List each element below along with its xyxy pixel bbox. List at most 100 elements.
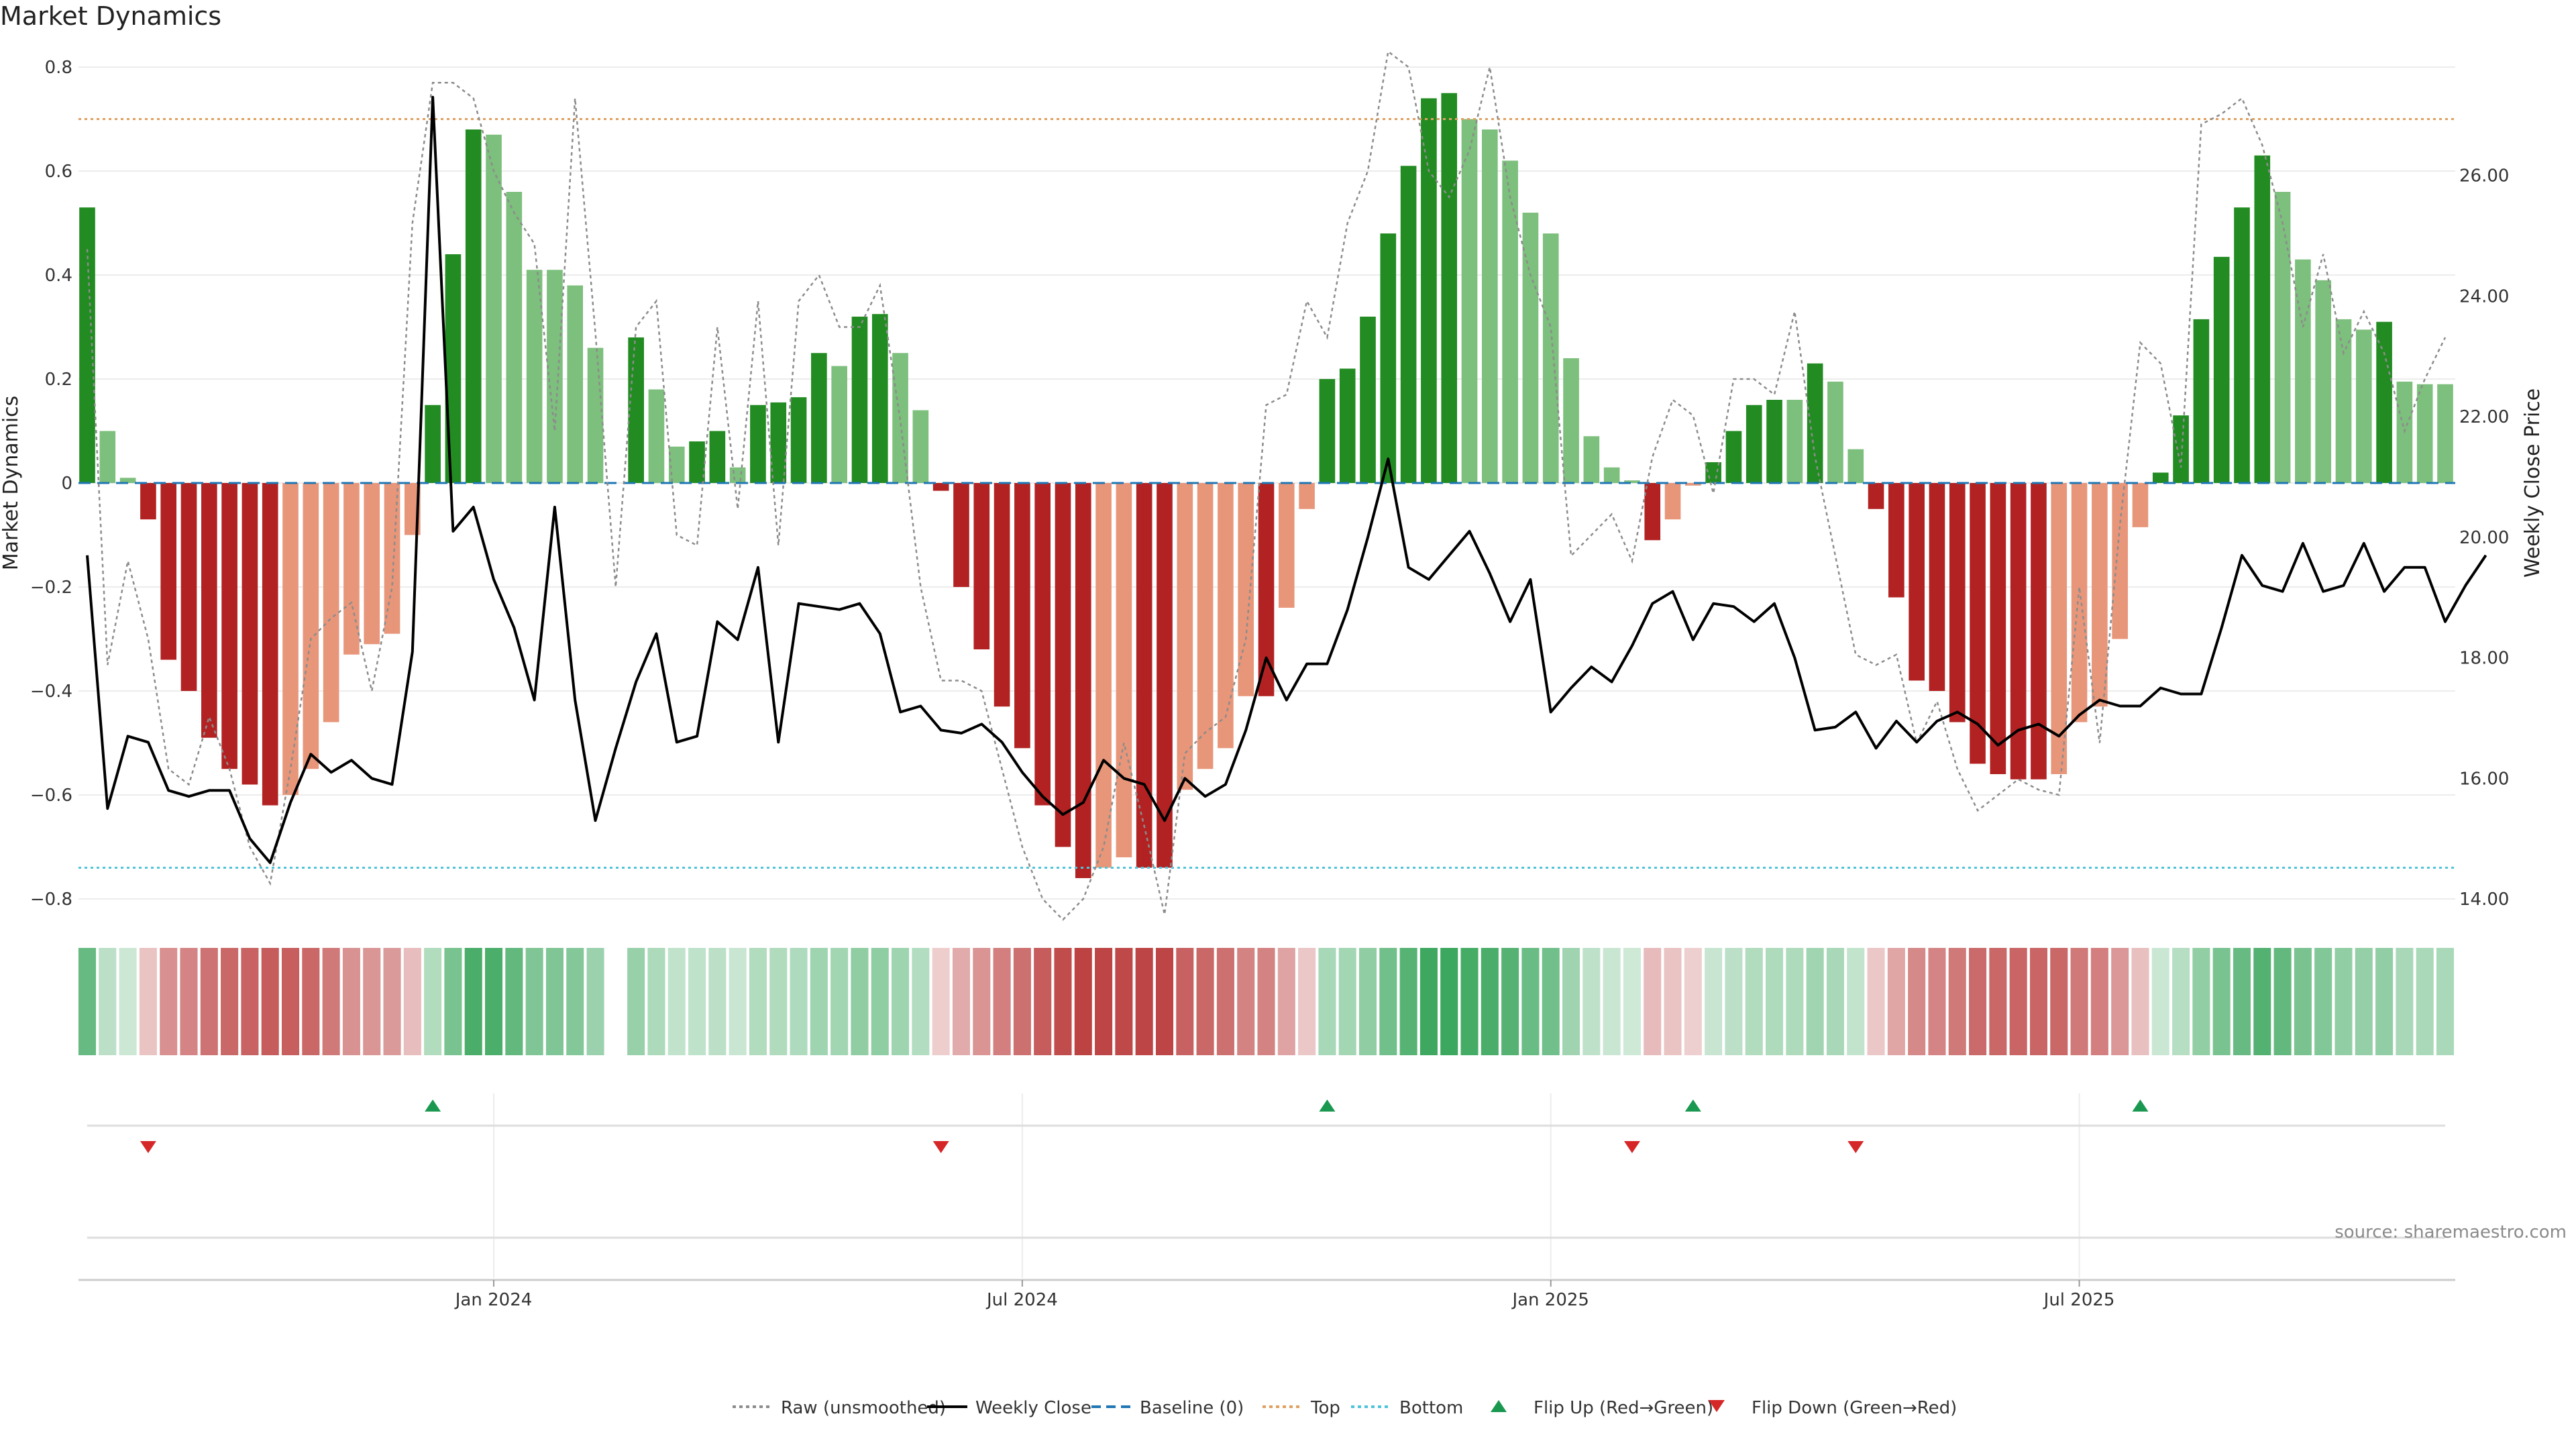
heat-strip-cell: [1684, 948, 1702, 1055]
heat-strip-cell: [180, 948, 198, 1055]
dynamics-bar: [1786, 400, 1803, 483]
heat-strip-cell: [810, 948, 828, 1055]
heat-strip-cell: [1013, 948, 1031, 1055]
heat-strip-cell: [464, 948, 482, 1055]
dynamics-bar: [547, 270, 563, 483]
dynamics-bar: [1400, 166, 1417, 483]
dynamics-bar: [1319, 379, 1336, 483]
legend-label: Weekly Close: [975, 1398, 1091, 1418]
heat-strip-cell: [1257, 948, 1275, 1055]
heat-strip-cell: [1542, 948, 1560, 1055]
dynamics-bar: [1807, 363, 1823, 483]
dynamics-bar: [2416, 384, 2433, 483]
dynamics-bar: [323, 483, 339, 722]
dynamics-bar: [1441, 93, 1458, 483]
heat-strip-cell: [993, 948, 1011, 1055]
dynamics-bar: [2437, 384, 2453, 483]
heat-strip-cell: [566, 948, 584, 1055]
legend-label: Flip Down (Green→Red): [1752, 1398, 1957, 1418]
heat-strip-cell: [1440, 948, 1458, 1055]
dynamics-bar: [79, 207, 95, 483]
flip-up-marker: [1684, 1099, 1701, 1112]
heat-strip-cell: [1928, 948, 1946, 1055]
heat-strip-cell: [1074, 948, 1092, 1055]
dynamics-bar: [1482, 129, 1498, 483]
dynamics-bar: [689, 441, 705, 483]
heat-strip-cell: [1155, 948, 1174, 1055]
dynamics-bar: [343, 483, 360, 655]
dynamics-bar: [2031, 483, 2047, 780]
dynamics-bar: [1095, 483, 1112, 868]
dynamics-bar: [1929, 483, 1945, 691]
heat-strip-cell: [2396, 948, 2414, 1055]
heat-strip-cell: [525, 948, 543, 1055]
dynamics-bar: [425, 405, 441, 483]
dynamics-bar: [1583, 436, 1600, 483]
dynamics-bar: [1116, 483, 1132, 857]
y-tick-left-label: 0.8: [45, 58, 72, 78]
heat-strip-cell: [2009, 948, 2027, 1055]
heat-strip-cell: [729, 948, 747, 1055]
dynamics-bar: [445, 254, 462, 483]
dynamics-bar: [465, 129, 482, 483]
heat-strip-cell: [281, 948, 300, 1055]
dynamics-bar: [2355, 329, 2372, 483]
heat-strip-cell: [2172, 948, 2190, 1055]
heat-strip-cell: [749, 948, 767, 1055]
legend-swatch-flip-up: [1491, 1400, 1507, 1412]
dynamics-bar: [567, 285, 584, 483]
y-tick-right-label: 26.00: [2459, 166, 2509, 186]
heat-strip-cell: [1277, 948, 1295, 1055]
dynamics-bar: [770, 402, 787, 483]
heat-strip-cell: [1338, 948, 1356, 1055]
heat-strip-cell: [1664, 948, 1682, 1055]
dynamics-bar: [729, 467, 746, 483]
heat-strip-cell: [78, 948, 97, 1055]
heat-strip-cell: [119, 948, 137, 1055]
flip-up-marker: [425, 1099, 441, 1112]
legend-swatch-flip-down: [1709, 1400, 1725, 1412]
heat-strip-cell: [2131, 948, 2149, 1055]
heat-strip-cell: [221, 948, 239, 1055]
dynamics-bar: [1218, 483, 1234, 749]
heat-strip-cell: [790, 948, 808, 1055]
heat-strip-cell: [1358, 948, 1377, 1055]
dynamics-bar: [831, 366, 847, 483]
dynamics-bar: [262, 483, 278, 806]
heat-strip-cell: [769, 948, 788, 1055]
heat-strip-cell: [1948, 948, 1966, 1055]
heat-strip-cell: [1766, 948, 1784, 1055]
y-tick-left-label: 0: [61, 474, 72, 494]
heat-strip-cell: [1054, 948, 1072, 1055]
dynamics-bar: [1461, 119, 1478, 483]
heat-strip-cell: [1481, 948, 1499, 1055]
y-tick-right-label: 24.00: [2459, 286, 2509, 307]
heat-strip-cell: [2253, 948, 2271, 1055]
heat-strip-cell: [1725, 948, 1743, 1055]
weekly-close-line: [86, 95, 2487, 865]
heat-strip-cell: [1582, 948, 1601, 1055]
dynamics-bar: [628, 337, 644, 483]
heat-strip-cell: [322, 948, 340, 1055]
dynamics-bar: [994, 483, 1010, 707]
heat-strip-cell: [1501, 948, 1519, 1055]
heat-strip-cell: [1989, 948, 2007, 1055]
heat-strip-cell: [1196, 948, 1214, 1055]
dynamics-bar: [1136, 483, 1152, 868]
dynamics-bar: [2112, 483, 2128, 639]
heat-strip-cell: [1887, 948, 1905, 1055]
heat-strip-cell: [1521, 948, 1540, 1055]
heat-strip-cell: [1705, 948, 1723, 1055]
dynamics-bar: [1421, 98, 1437, 483]
x-tick-label: Jan 2024: [454, 1290, 533, 1310]
heat-strip-cell: [485, 948, 503, 1055]
heat-strip-cell: [1603, 948, 1621, 1055]
heat-strip-cell: [973, 948, 991, 1055]
heat-strip-cell: [545, 948, 564, 1055]
heat-strip-cell: [2416, 948, 2434, 1055]
dynamics-bar: [1664, 483, 1681, 520]
heat-strip-cell: [444, 948, 462, 1055]
heat-strip-cell: [1115, 948, 1133, 1055]
dynamics-bar: [1299, 483, 1315, 509]
y-tick-left-label: −0.8: [30, 890, 72, 910]
